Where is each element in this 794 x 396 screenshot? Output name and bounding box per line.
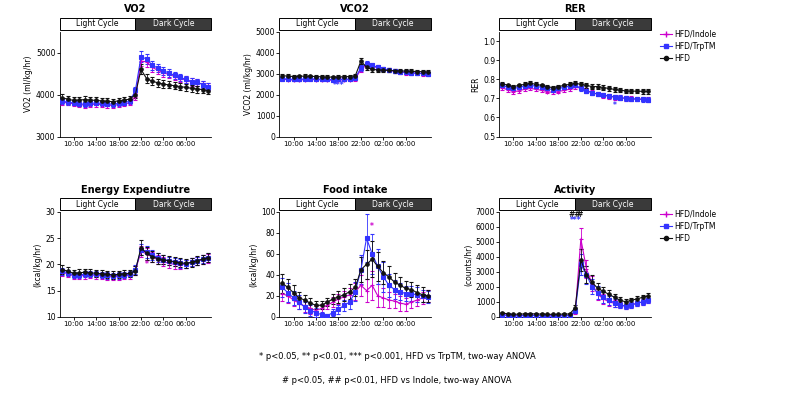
Title: Energy Expendiutre: Energy Expendiutre bbox=[81, 185, 190, 194]
Y-axis label: RER: RER bbox=[472, 76, 480, 92]
Text: Dark Cycle: Dark Cycle bbox=[592, 19, 634, 29]
Bar bbox=[499, 198, 575, 210]
Bar bbox=[136, 198, 211, 210]
Y-axis label: (kcal/kg/hr): (kcal/kg/hr) bbox=[34, 242, 43, 287]
Legend: HFD/Indole, HFD/TrpTM, HFD: HFD/Indole, HFD/TrpTM, HFD bbox=[657, 27, 720, 66]
Text: Light Cycle: Light Cycle bbox=[296, 200, 339, 209]
Bar bbox=[279, 198, 356, 210]
Y-axis label: (counts/hr): (counts/hr) bbox=[464, 243, 473, 286]
Text: Light Cycle: Light Cycle bbox=[76, 19, 119, 29]
Text: * p<0.05, ** p<0.01, *** p<0.001, HFD vs TrpTM, two-way ANOVA: * p<0.05, ** p<0.01, *** p<0.001, HFD vs… bbox=[259, 352, 535, 361]
Title: VCO2: VCO2 bbox=[341, 4, 370, 14]
Bar bbox=[575, 198, 651, 210]
Y-axis label: VO2 (ml/kg/hr): VO2 (ml/kg/hr) bbox=[24, 56, 33, 112]
Text: *: * bbox=[613, 101, 616, 110]
Text: Dark Cycle: Dark Cycle bbox=[372, 200, 414, 209]
Bar bbox=[279, 18, 356, 30]
Text: Light Cycle: Light Cycle bbox=[516, 200, 558, 209]
Text: Dark Cycle: Dark Cycle bbox=[372, 19, 414, 29]
Text: Dark Cycle: Dark Cycle bbox=[592, 200, 634, 209]
Text: **: ** bbox=[334, 76, 342, 85]
Title: Food intake: Food intake bbox=[323, 185, 387, 194]
Text: ***: *** bbox=[569, 217, 581, 225]
Text: #: # bbox=[576, 210, 583, 219]
Bar bbox=[356, 18, 431, 30]
Title: RER: RER bbox=[565, 4, 586, 14]
Bar bbox=[575, 18, 651, 30]
Text: *: * bbox=[145, 260, 148, 268]
Legend: HFD/Indole, HFD/TrpTM, HFD: HFD/Indole, HFD/TrpTM, HFD bbox=[657, 207, 720, 246]
Bar bbox=[60, 18, 136, 30]
Y-axis label: (kcal/kg/hr): (kcal/kg/hr) bbox=[249, 242, 258, 287]
Bar bbox=[499, 18, 575, 30]
Title: Activity: Activity bbox=[554, 185, 596, 194]
Title: VO2: VO2 bbox=[124, 4, 147, 14]
Text: Light Cycle: Light Cycle bbox=[76, 200, 119, 209]
Bar bbox=[60, 198, 136, 210]
Text: Light Cycle: Light Cycle bbox=[296, 19, 339, 29]
Text: Dark Cycle: Dark Cycle bbox=[152, 19, 194, 29]
Text: Dark Cycle: Dark Cycle bbox=[152, 200, 194, 209]
Bar bbox=[356, 198, 431, 210]
Bar bbox=[136, 18, 211, 30]
Text: *: * bbox=[370, 222, 374, 231]
Text: # p<0.05, ## p<0.01, HFD vs Indole, two-way ANOVA: # p<0.05, ## p<0.01, HFD vs Indole, two-… bbox=[282, 376, 512, 385]
Text: ***: *** bbox=[333, 82, 345, 90]
Text: Light Cycle: Light Cycle bbox=[516, 19, 558, 29]
Y-axis label: VCO2 (ml/kg/hr): VCO2 (ml/kg/hr) bbox=[244, 53, 253, 115]
Text: ##: ## bbox=[569, 210, 582, 219]
